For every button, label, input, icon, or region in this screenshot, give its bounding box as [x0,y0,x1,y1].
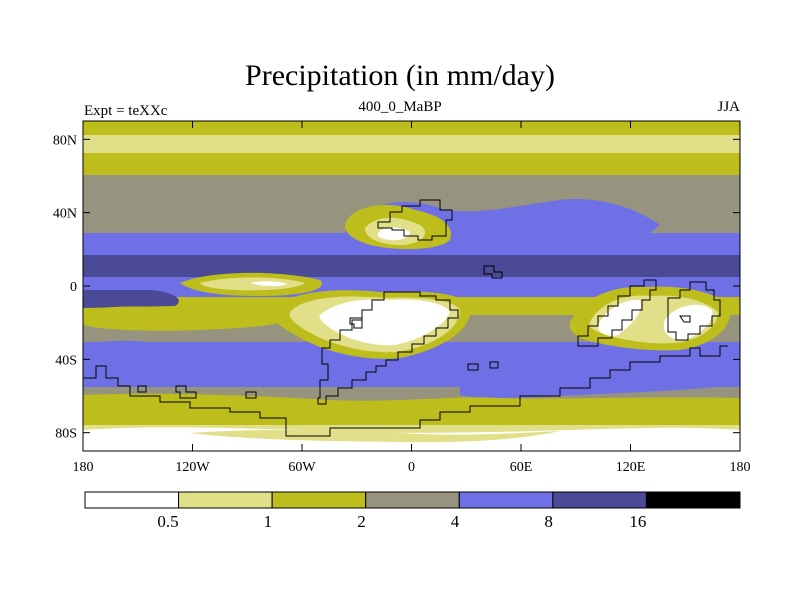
coastlines [83,199,728,437]
region-south-yellow-belt [83,393,740,420]
coastline-east-inner [679,315,691,323]
x-tick-label: 180 [730,460,751,475]
band-itcz [83,255,740,277]
coastline-sw-islands [137,385,257,399]
map-field [83,121,740,451]
y-tick-label: 80S [55,427,77,442]
coastline-east-block [667,281,721,341]
coastline-island-north [483,265,503,279]
region-south-light-edge [190,430,560,443]
season-label: JJA [717,99,740,115]
region-south-yellow-west [83,306,300,331]
coastline-gondwana-south [83,345,728,437]
colorbar-swatch [552,491,647,509]
coastline-mid-islands [467,361,499,371]
colorbar-swatch [645,491,741,509]
colorbar-swatch [271,491,367,509]
band-75s [83,425,740,435]
axis-ticks: 180 120W 60W 0 60E 120E 180 80N 40N 0 40S 80S [53,121,751,475]
colorbar: 0.5 1 2 4 8 16 [84,491,741,531]
x-tick-label: 120W [175,460,210,475]
region-south-purple-east [460,352,740,399]
region-equatorial-pacific-dry [200,277,305,291]
coastline-north-continent [377,199,453,241]
colorbar-label: 0.5 [157,512,178,531]
region-dark-west [83,290,179,308]
x-tick-label: 60E [510,460,533,475]
y-tick-label: 40N [53,207,77,222]
x-tick-label: 180 [73,460,94,475]
region-south-purple-west [83,340,231,383]
region-africa-desert [319,299,450,346]
band-70n [83,153,740,175]
y-tick-label: 80N [53,133,77,148]
band-60n [83,175,740,205]
colorbar-label: 2 [357,512,366,531]
x-tick-label: 0 [408,460,415,475]
experiment-label: Expt = teXXc [84,103,168,119]
colorbar-label: 1 [264,512,273,531]
colorbar-label: 4 [451,512,460,531]
plot-title: Precipitation (in mm/day) [245,59,555,92]
y-tick-label: 0 [70,280,77,295]
band-80n [83,135,740,153]
coastline-inner-lake [349,317,363,329]
region-australia-desert-a [597,299,642,336]
colorbar-swatch [84,491,180,509]
colorbar-label: 8 [544,512,553,531]
region-equatorial-pacific-core [250,281,288,287]
coastline-gondwana-africa [317,291,459,405]
period-label: 400_0_MaBP [358,99,442,115]
x-tick-label: 60W [288,460,316,475]
y-tick-label: 40S [55,353,77,368]
colorbar-swatch [178,491,273,509]
colorbar-swatch [365,491,460,509]
colorbar-label: 16 [629,512,646,531]
x-tick-label: 120E [616,460,646,475]
coastline-australia-block [577,279,657,347]
colorbar-swatch [458,491,554,509]
